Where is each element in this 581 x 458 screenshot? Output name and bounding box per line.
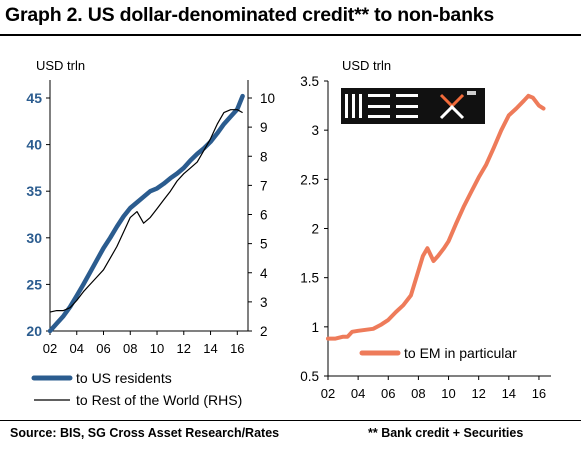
x-tick-label: 14 [203,341,217,356]
logo-chevron [439,104,465,120]
right-unit-label: USD trln [342,58,391,73]
right-chart-x-tick-label: 08 [411,386,425,401]
logo-tm-mark [467,91,476,95]
left-y-tick-label: 20 [26,323,42,339]
right-chart-y-tick-label: 2 [311,222,319,237]
right-y-tick-label: 9 [260,120,268,135]
right-y-tick-label: 3 [260,295,268,310]
right-chart-y-tick-label: 1.5 [300,271,319,286]
logo-bar [368,105,390,108]
right-y-tick-label: 6 [260,208,268,223]
x-tick-label: 06 [96,341,110,356]
right-y-tick-label: 10 [260,91,275,106]
right-chart-x-tick-label: 16 [532,386,546,401]
logo-bar [368,115,390,118]
x-tick-label: 08 [123,341,137,356]
left-y-tick-label: 35 [26,183,42,199]
right-chart-y-tick-label: 2.5 [300,172,319,187]
series-line-rest-of-world [49,109,243,313]
x-tick-label: 12 [177,341,191,356]
chart-title: Graph 2. US dollar-denominated credit** … [5,4,495,26]
right-chart-x-tick-label: 10 [441,386,455,401]
right-chart-y-tick-label: 1 [311,320,319,335]
logo-bar [345,94,348,118]
right-chart-x-tick-label: 12 [471,386,485,401]
title-rule [0,34,581,36]
footer-rule [0,420,581,421]
logo-mark [341,88,485,124]
logo-bar [352,94,355,118]
logo-bar [368,94,390,97]
logo-bar [396,94,418,97]
left-y-tick-label: 30 [26,230,42,246]
x-tick-label: 10 [150,341,164,356]
footnote: ** Bank credit + Securities [368,426,524,440]
right-y-tick-label: 7 [260,178,268,193]
right-chart-y-tick-label: 3.5 [300,74,319,89]
right-y-tick-label: 5 [260,237,268,252]
series-line-us-residents [47,93,245,334]
right-chart-y-tick-label: 3 [311,123,319,138]
logo-bar [396,105,418,108]
x-tick-label: 16 [230,341,244,356]
source-note: Source: BIS, SG Cross Asset Research/Rat… [10,426,280,440]
right-chart-y-tick-label: 0.5 [300,369,319,384]
right-y-tick-label: 4 [260,266,268,281]
left-unit-label: USD trln [36,58,85,73]
legend-label-rest-of-world: to Rest of the World (RHS) [76,392,242,408]
logo-bar [359,94,362,118]
right-chart-x-tick-label: 04 [351,386,365,401]
legend-label-us-residents: to US residents [76,370,172,386]
right-chart-x-tick-label: 02 [321,386,335,401]
x-tick-label: 02 [43,341,57,356]
logo-bar [396,115,418,118]
x-tick-label: 04 [70,341,84,356]
right-chart-x-tick-label: 06 [381,386,395,401]
right-y-tick-label: 2 [260,324,268,339]
right-chart-x-tick-label: 14 [502,386,516,401]
left-y-tick-label: 25 [26,276,42,292]
left-y-tick-label: 40 [26,137,42,153]
left-y-tick-label: 45 [26,90,42,106]
right-y-tick-label: 8 [260,149,268,164]
legend-label-em: to EM in particular [404,345,517,361]
series-line-em [326,93,546,341]
